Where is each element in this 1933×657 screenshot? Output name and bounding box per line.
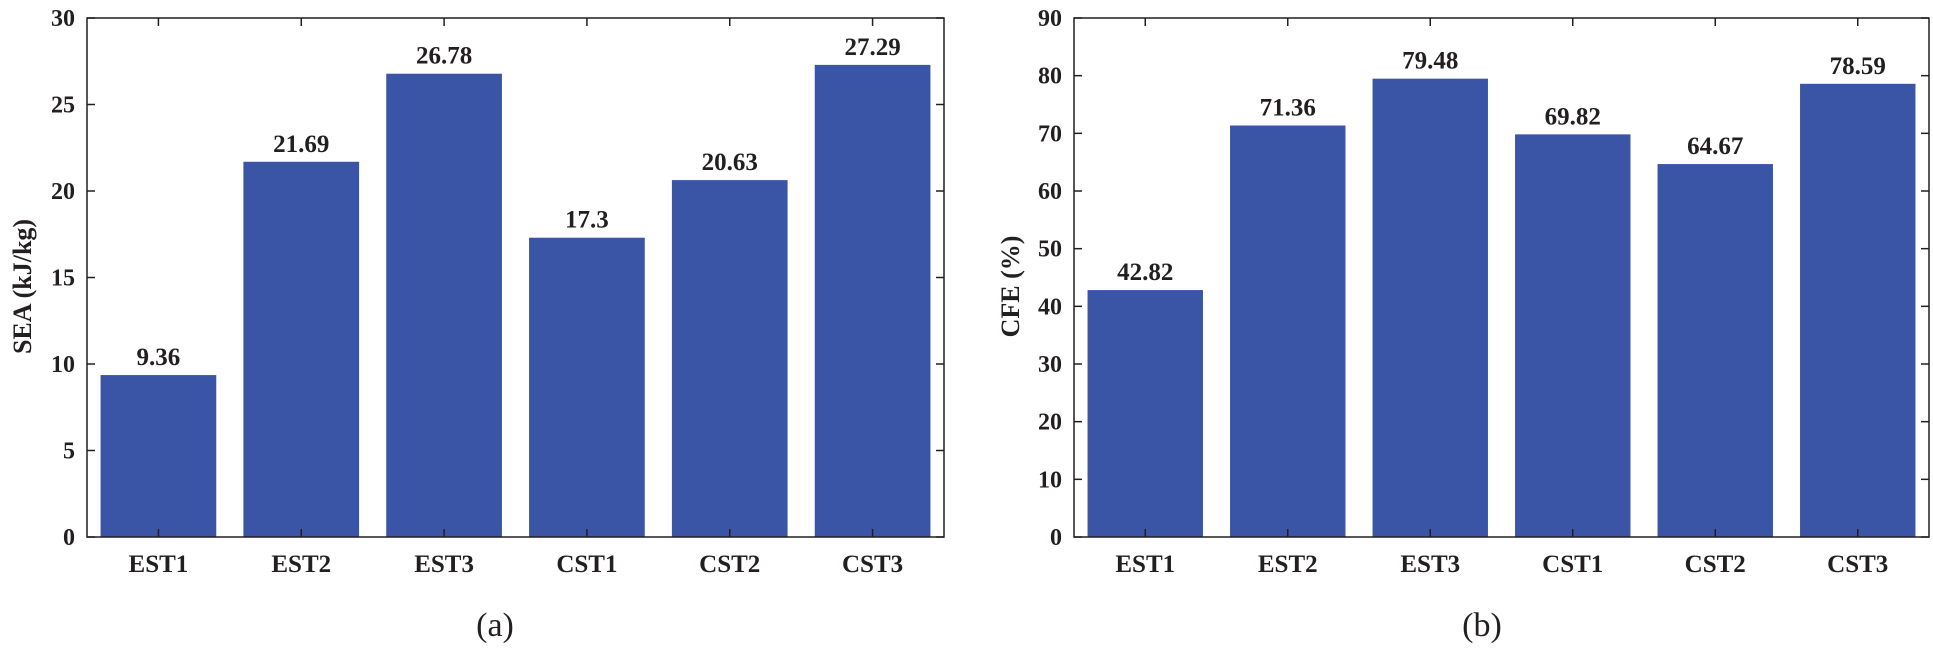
chart-b-plot-frame	[1073, 17, 1930, 538]
chart-b-value-label: 64.67	[1687, 133, 1743, 160]
chart-a-bar-est1	[100, 375, 217, 537]
chart-b-category-label: CST1	[1542, 551, 1603, 578]
chart-a-value-label: 26.78	[416, 43, 472, 70]
chart-a-value-label: 9.36	[137, 344, 181, 371]
chart-a-y-tick-label: 30	[51, 6, 75, 32]
chart-b-value-label: 78.59	[1830, 53, 1886, 80]
chart-a-category-label: EST2	[271, 551, 331, 578]
chart-b-bar-cst3	[1800, 83, 1916, 538]
chart-b-value-label: 71.36	[1260, 94, 1316, 121]
chart-a-y-tick-label: 20	[51, 179, 75, 205]
chart-b-bar-cst2	[1657, 164, 1773, 537]
chart-b-bar-est1	[1087, 290, 1203, 537]
chart-a-y-tick-label: 10	[51, 352, 75, 378]
chart-a-value-label: 27.29	[844, 34, 900, 61]
chart-a: 9.36 EST1 21.69 EST2 26.78 EST3 17.3 CST1 20.63 C…	[8, 6, 945, 644]
chart-b-category-label: EST2	[1258, 551, 1318, 578]
chart-b-category-label: CST2	[1685, 551, 1746, 578]
chart-a-value-label: 17.3	[565, 207, 609, 234]
chart-b-value-label: 79.48	[1402, 48, 1458, 75]
chart-b-y-tick-label: 80	[1038, 64, 1062, 90]
chart-b-value-label: 42.82	[1117, 259, 1173, 286]
chart-b-bar-est2	[1230, 125, 1346, 538]
chart-a-category-label: EST3	[414, 551, 474, 578]
chart-a-value-label: 21.69	[273, 131, 329, 158]
chart-a-y-axis-label: SEA (kJ/kg)	[8, 219, 37, 354]
chart-b-y-tick-label: 40	[1038, 294, 1062, 320]
chart-a-panel-label: (a)	[476, 607, 514, 644]
chart-b-category-label: CST3	[1827, 551, 1888, 578]
chart-b-y-axis-label: CFE (%)	[996, 236, 1025, 338]
chart-a-y-tick-label: 0	[63, 525, 75, 551]
chart-b-y-tick-label: 30	[1038, 352, 1062, 378]
chart-a-category-label: CST3	[842, 551, 903, 578]
chart-b: 42.82 EST1 71.36 EST2 79.48 EST3 69.82 CST1 64.6…	[996, 6, 1930, 644]
chart-b-y-tick-label: 50	[1038, 237, 1062, 263]
chart-b-bar-cst1	[1515, 134, 1631, 537]
chart-a-y-tick-label: 25	[51, 93, 75, 119]
chart-a-bar-est3	[386, 73, 502, 538]
chart-a-category-label: CST2	[699, 551, 760, 578]
chart-b-category-label: EST3	[1400, 551, 1460, 578]
chart-a-bar-cst2	[671, 180, 788, 537]
chart-b-panel-label: (b)	[1462, 607, 1502, 644]
chart-a-bar-cst3	[814, 64, 931, 537]
chart-a-y-tick-label: 15	[51, 266, 75, 292]
chart-a-category-label: EST1	[129, 551, 189, 578]
chart-b-y-tick-label: 0	[1050, 525, 1062, 551]
chart-b-y-tick-label: 70	[1038, 121, 1062, 147]
chart-b-value-label: 69.82	[1545, 103, 1601, 130]
chart-b-y-tick-label: 90	[1038, 6, 1062, 32]
chart-b-y-tick-label: 10	[1038, 467, 1062, 493]
chart-b-category-label: EST1	[1115, 551, 1175, 578]
chart-b-bar-est3	[1372, 78, 1488, 538]
chart-a-category-label: CST1	[556, 551, 617, 578]
chart-a-value-label: 20.63	[702, 149, 758, 176]
chart-a-bar-est2	[243, 161, 360, 537]
chart-b-y-tick-label: 60	[1038, 179, 1062, 205]
chart-b-y-tick-label: 20	[1038, 410, 1062, 436]
chart-a-bar-cst1	[529, 237, 645, 537]
chart-a-y-tick-label: 5	[63, 439, 75, 465]
